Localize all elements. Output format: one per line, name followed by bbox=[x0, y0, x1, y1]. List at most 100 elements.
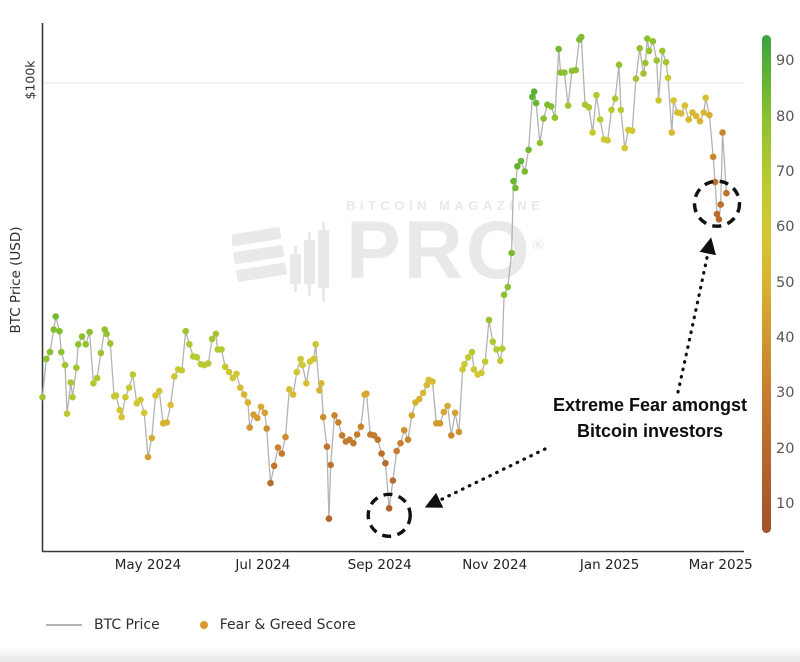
legend-label-fear-greed[interactable]: Fear & Greed Score bbox=[219, 617, 356, 633]
data-point[interactable] bbox=[677, 110, 685, 117]
data-point[interactable] bbox=[596, 116, 604, 123]
data-point[interactable] bbox=[263, 425, 271, 432]
data-point[interactable] bbox=[316, 387, 323, 394]
data-point[interactable] bbox=[253, 414, 261, 422]
data-point[interactable] bbox=[617, 106, 625, 114]
data-point[interactable] bbox=[378, 450, 385, 457]
data-point[interactable] bbox=[628, 127, 636, 134]
data-point[interactable] bbox=[551, 114, 559, 121]
data-point[interactable] bbox=[455, 428, 463, 436]
data-point[interactable] bbox=[529, 93, 536, 101]
data-point[interactable] bbox=[205, 360, 212, 367]
data-point[interactable] bbox=[408, 412, 416, 419]
data-point[interactable] bbox=[555, 45, 562, 53]
data-point[interactable] bbox=[225, 368, 233, 376]
data-point[interactable] bbox=[297, 355, 304, 363]
data-point[interactable] bbox=[357, 423, 365, 431]
data-point[interactable] bbox=[512, 184, 519, 192]
data-point[interactable] bbox=[416, 395, 423, 403]
data-point[interactable] bbox=[498, 345, 506, 352]
data-point[interactable] bbox=[293, 368, 301, 376]
data-point[interactable] bbox=[448, 432, 455, 439]
data-point[interactable] bbox=[713, 210, 721, 218]
data-point[interactable] bbox=[69, 393, 76, 401]
data-point[interactable] bbox=[525, 146, 532, 154]
data-point[interactable] bbox=[514, 163, 521, 170]
data-point[interactable] bbox=[282, 433, 289, 441]
data-point[interactable] bbox=[465, 354, 472, 361]
data-point[interactable] bbox=[440, 408, 448, 416]
data-point[interactable] bbox=[63, 410, 71, 418]
data-point[interactable] bbox=[393, 447, 401, 455]
data-point[interactable] bbox=[578, 33, 585, 41]
data-point[interactable] bbox=[723, 189, 730, 197]
data-point[interactable] bbox=[572, 66, 579, 74]
data-point[interactable] bbox=[303, 380, 310, 387]
data-point[interactable] bbox=[397, 439, 404, 447]
data-point[interactable] bbox=[653, 57, 660, 64]
data-point[interactable] bbox=[237, 384, 244, 392]
data-point[interactable] bbox=[564, 102, 572, 109]
data-point[interactable] bbox=[75, 341, 82, 348]
data-point[interactable] bbox=[504, 283, 512, 291]
data-point[interactable] bbox=[419, 389, 427, 397]
data-point[interactable] bbox=[107, 340, 114, 347]
data-point[interactable] bbox=[152, 392, 159, 399]
data-point[interactable] bbox=[129, 371, 137, 378]
data-point[interactable] bbox=[125, 384, 133, 392]
data-point[interactable] bbox=[510, 177, 517, 185]
data-point[interactable] bbox=[423, 381, 431, 389]
data-point[interactable] bbox=[644, 35, 651, 42]
data-point[interactable] bbox=[489, 338, 497, 346]
data-point[interactable] bbox=[717, 201, 724, 208]
data-point[interactable] bbox=[350, 439, 357, 447]
data-point[interactable] bbox=[286, 386, 293, 393]
data-point[interactable] bbox=[167, 401, 174, 409]
data-point[interactable] bbox=[144, 453, 152, 461]
data-point[interactable] bbox=[221, 363, 229, 371]
data-point[interactable] bbox=[493, 346, 500, 353]
data-point[interactable] bbox=[137, 396, 144, 404]
data-point[interactable] bbox=[561, 69, 568, 76]
data-point[interactable] bbox=[659, 47, 666, 55]
data-point[interactable] bbox=[39, 393, 46, 401]
data-point[interactable] bbox=[122, 393, 129, 401]
data-point[interactable] bbox=[649, 38, 657, 45]
data-point[interactable] bbox=[374, 436, 382, 444]
data-point[interactable] bbox=[229, 374, 237, 382]
data-point[interactable] bbox=[611, 95, 619, 102]
data-point[interactable] bbox=[50, 326, 58, 333]
data-point[interactable] bbox=[530, 88, 538, 95]
data-point[interactable] bbox=[382, 459, 389, 467]
data-point[interactable] bbox=[636, 45, 643, 52]
data-point[interactable] bbox=[547, 103, 555, 110]
data-point[interactable] bbox=[500, 291, 508, 299]
data-point[interactable] bbox=[692, 112, 700, 120]
data-point[interactable] bbox=[323, 443, 331, 451]
data-point[interactable] bbox=[709, 153, 717, 161]
data-point[interactable] bbox=[86, 328, 93, 336]
data-point[interactable] bbox=[90, 380, 97, 387]
data-point[interactable] bbox=[318, 380, 325, 387]
data-point[interactable] bbox=[312, 341, 320, 348]
data-point[interactable] bbox=[171, 373, 178, 380]
data-point[interactable] bbox=[182, 327, 189, 335]
data-point[interactable] bbox=[461, 360, 468, 368]
data-point[interactable] bbox=[244, 399, 252, 406]
data-point[interactable] bbox=[116, 406, 123, 414]
data-point[interactable] bbox=[270, 462, 278, 470]
data-point[interactable] bbox=[585, 104, 593, 111]
data-point[interactable] bbox=[459, 366, 466, 373]
data-point[interactable] bbox=[478, 369, 485, 377]
data-point[interactable] bbox=[389, 477, 397, 484]
data-point[interactable] bbox=[385, 505, 393, 512]
data-point[interactable] bbox=[536, 139, 544, 147]
data-point[interactable] bbox=[212, 330, 220, 338]
data-point[interactable] bbox=[715, 216, 723, 223]
data-point[interactable] bbox=[97, 349, 105, 357]
data-point[interactable] bbox=[61, 361, 69, 369]
data-point[interactable] bbox=[540, 115, 547, 122]
data-point[interactable] bbox=[632, 75, 640, 82]
data-point[interactable] bbox=[696, 117, 704, 125]
data-point[interactable] bbox=[615, 61, 623, 69]
